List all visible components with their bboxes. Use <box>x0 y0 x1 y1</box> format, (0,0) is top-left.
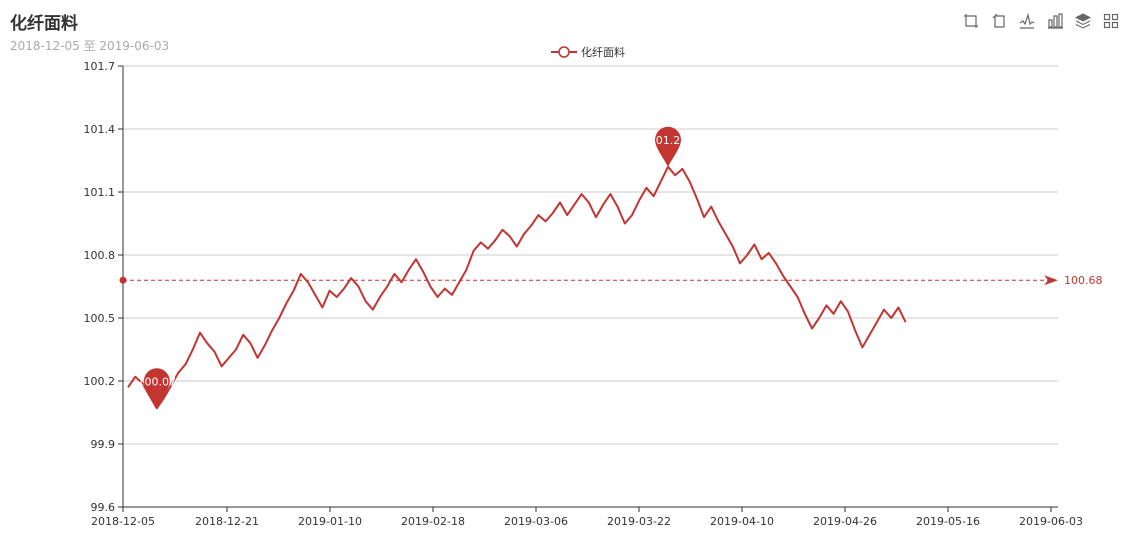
y-tick-label: 101.1 <box>84 186 116 199</box>
series-line-group <box>127 165 907 410</box>
x-axis-ticks: 2018-12-05 2018-12-21 2019-01-10 2019-02-18… <box>91 507 1083 528</box>
min-pin-marker <box>143 368 170 409</box>
x-tick-label: 2019-04-26 <box>813 515 877 528</box>
y-tick-label: 99.9 <box>91 438 116 451</box>
y-tick-label: 100.2 <box>84 375 116 388</box>
x-tick-label: 2018-12-05 <box>91 515 155 528</box>
x-tick-label: 2019-03-22 <box>607 515 671 528</box>
max-pin-marker <box>655 126 681 167</box>
zoom-icon[interactable] <box>962 12 980 30</box>
x-tick-label: 2018-12-21 <box>195 515 259 528</box>
x-tick-label: 2019-01-10 <box>298 515 362 528</box>
legend-item[interactable]: 化纤面料 <box>551 44 625 60</box>
max-pin-label: 101.22 <box>649 134 688 147</box>
zoom-reset-icon[interactable] <box>990 12 1008 30</box>
x-tick-label: 2019-02-18 <box>401 515 465 528</box>
y-tick-label: 100.8 <box>84 249 116 262</box>
y-tick-label: 101.4 <box>84 123 116 136</box>
min-pin-label: 100.07 <box>138 375 177 388</box>
x-tick-label: 2019-05-16 <box>916 515 980 528</box>
y-tick-label: 101.7 <box>84 60 116 73</box>
series-line <box>127 165 907 410</box>
line-chart-icon[interactable] <box>1018 12 1036 30</box>
mark-points: 100.07 101.22 <box>138 126 688 409</box>
average-line: 100.68 <box>119 274 1103 287</box>
average-line-arrow-icon <box>1044 275 1058 286</box>
chart-subtitle: 2018-12-05 至 2019-06-03 <box>10 39 170 53</box>
x-tick-label: 2019-04-10 <box>710 515 774 528</box>
tiled-icon[interactable] <box>1102 12 1120 30</box>
legend-label: 化纤面料 <box>581 46 625 59</box>
y-tick-label: 100.5 <box>84 312 116 325</box>
legend-line-icon <box>551 46 577 58</box>
x-tick-label: 2019-06-03 <box>1019 515 1083 528</box>
average-line-label: 100.68 <box>1064 274 1103 287</box>
x-tick-label: 2019-03-06 <box>504 515 568 528</box>
y-tick-label: 99.6 <box>91 501 116 514</box>
stack-icon[interactable] <box>1074 12 1092 30</box>
y-axis-ticks: 99.6 99.9 100.2 100.5 100.8 101.1 101.4 101.7 <box>84 60 123 514</box>
toolbox <box>962 12 1120 30</box>
chart-title: 化纤面料 <box>10 14 78 34</box>
bar-chart-icon[interactable] <box>1046 12 1064 30</box>
gridlines <box>123 65 1058 445</box>
